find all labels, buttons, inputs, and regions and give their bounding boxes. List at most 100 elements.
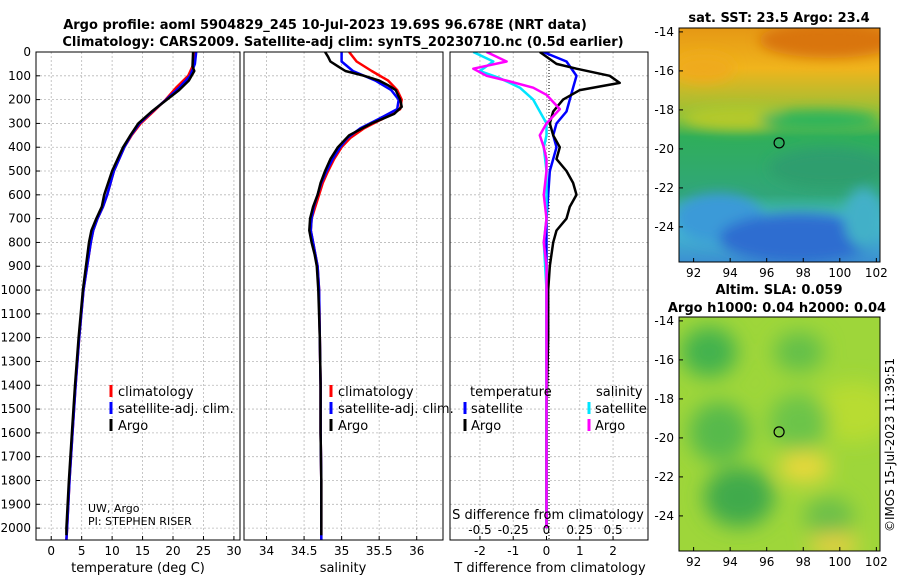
salinity-axis-label: salinity (320, 561, 367, 576)
difference-panel: temperature salinity satellite Argo sate… (449, 51, 649, 576)
depth-tick-label: 400 (8, 140, 31, 154)
sla-map-panel: Altim. SLA: 0.059 Argo h1000: 0.04 h2000… (654, 283, 887, 569)
depth-tick-label: 1500 (0, 402, 31, 416)
sla-low-patch-s (804, 497, 854, 537)
s-tick-label: -0.25 (498, 523, 529, 537)
pi-annotation: PI: STEPHEN RISER (88, 515, 192, 528)
sst-cool-patch (719, 213, 879, 262)
s-tick-label: 0.25 (566, 523, 593, 537)
t-difference-tick-labels: -2 -1 0 1 2 (474, 536, 617, 558)
sla-field (679, 317, 880, 551)
salinity-axes-frame (243, 51, 444, 541)
temperature-axis-label: temperature (deg C) (71, 561, 205, 576)
x-tick-label: 36 (409, 544, 424, 558)
difference-axes-frame (449, 51, 649, 541)
depth-tick-label: 1400 (0, 378, 31, 392)
series-line-t-satellite (542, 52, 578, 529)
sla-high-patch-e (814, 382, 880, 442)
imos-timestamp-label: ©IMOS 15-Jul-2023 11:39:51 (883, 358, 897, 532)
legend-climatology-label: climatology (118, 385, 194, 400)
salinity-tick-labels: 34 34.5 35 35.5 36 (259, 536, 424, 558)
map-x-tick-label: 92 (686, 555, 701, 569)
legend-s-argo-label: Argo (595, 419, 625, 434)
depth-tick-label: 1300 (0, 354, 31, 368)
series-line-t-argo (539, 52, 621, 529)
map-y-tick-label: -14 (654, 314, 674, 328)
depth-tick-label: 2000 (0, 521, 31, 535)
difference-legend: temperature salinity satellite Argo sate… (463, 385, 647, 434)
depth-tick-label: 0 (23, 45, 31, 59)
temperature-legend: climatology satellite-adj. clim. Argo (109, 385, 234, 434)
salinity-legend: climatology satellite-adj. clim. Argo (329, 385, 454, 434)
map-y-tick-label: -16 (654, 64, 674, 78)
sst-warm-patch (759, 28, 880, 58)
sla-low-patch-n (774, 332, 824, 372)
sla-map-title: Altim. SLA: 0.059 (716, 283, 843, 298)
temperature-panel: 0100200300400500600700800900100011001200… (0, 45, 241, 576)
x-tick-label: 10 (104, 544, 119, 558)
sla-map-frame (678, 316, 881, 552)
map-y-tick-label: -14 (654, 25, 674, 39)
x-tick-label: 1 (576, 544, 584, 558)
sla-marks: 92 94 96 98 100 102 -14 -16 -18 -20 -22 -24 (654, 314, 887, 569)
depth-tick-label: 1600 (0, 426, 31, 440)
s-tick-label: 0 (543, 523, 551, 537)
map-x-tick-label: 102 (865, 555, 888, 569)
sla-map-subtitle: Argo h1000: 0.04 h2000: 0.04 (668, 301, 886, 316)
legend-temperature-title: temperature (470, 385, 552, 400)
map-y-tick-label: -16 (654, 353, 674, 367)
temperature-grid (36, 51, 240, 540)
sal-legend-satellite-label: satellite-adj. clim. (338, 402, 454, 417)
depth-tick-label: 100 (8, 69, 31, 83)
x-tick-label: 5 (78, 544, 86, 558)
map-x-tick-label: 100 (828, 266, 851, 280)
sla-low-patch-nw (681, 327, 737, 377)
map-y-tick-label: -18 (654, 392, 674, 406)
salinity-panel: 34 34.5 35 35.5 36 salinity climatology sate… (243, 51, 454, 576)
x-tick-label: 15 (135, 544, 150, 558)
s-tick-label: 0.5 (604, 523, 623, 537)
depth-tick-label: 200 (8, 93, 31, 107)
sst-map-title: sat. SST: 23.5 Argo: 23.4 (688, 11, 869, 26)
s-difference-tick-labels: -0.5 -0.25 0 0.25 0.5 (468, 523, 622, 537)
x-tick-label: -1 (507, 544, 519, 558)
sst-map-frame (678, 27, 881, 263)
depth-tick-label: 700 (8, 212, 31, 226)
sla-high-patch-s (809, 533, 859, 551)
series-line-climatology (309, 52, 403, 540)
legend-argo-label: Argo (118, 419, 148, 434)
x-tick-label: 30 (226, 544, 241, 558)
sst-map-panel: sat. SST: 23.5 Argo: 23.4 92 94 96 98 100 102… (654, 11, 887, 280)
sst-warm-patch-west (679, 54, 734, 82)
s-tick-label: -0.5 (468, 523, 491, 537)
depth-tick-label: 1900 (0, 497, 31, 511)
series-line-satellite-adj-clim- (309, 52, 400, 540)
sla-yellow-patch (778, 451, 830, 483)
float-position-marker (773, 426, 785, 438)
legend-t-satellite-label: satellite (471, 402, 523, 417)
map-y-tick-label: -24 (654, 509, 674, 523)
sla-low-patch-sw (704, 467, 774, 527)
sst-patches (679, 28, 880, 262)
float-position-marker (773, 137, 785, 149)
map-x-tick-label: 96 (759, 555, 774, 569)
map-x-tick-label: 98 (796, 555, 811, 569)
temperature-tick-labels: 0 5 10 15 20 25 30 (47, 536, 242, 558)
x-tick-label: 0 (47, 544, 55, 558)
t-difference-axis-label: T difference from climatology (453, 561, 646, 576)
map-x-tick-label: 100 (828, 555, 851, 569)
depth-tick-label: 800 (8, 235, 31, 249)
depth-tick-label: 1000 (0, 283, 31, 297)
x-tick-label: 34.5 (291, 544, 318, 558)
map-y-tick-label: -18 (654, 103, 674, 117)
map-y-tick-label: -20 (654, 431, 674, 445)
map-x-tick-label: 96 (759, 266, 774, 280)
x-tick-label: -2 (474, 544, 486, 558)
series-line-s-argo (472, 52, 562, 529)
x-tick-label: 25 (196, 544, 211, 558)
legend-t-argo-label: Argo (471, 419, 501, 434)
depth-tick-label: 1800 (0, 473, 31, 487)
depth-tick-label: 600 (8, 188, 31, 202)
figure-title-line2: Climatology: CARS2009. Satellite-adj cli… (62, 35, 623, 50)
sst-marks: 92 94 96 98 100 102 -14 -16 -18 -20 -22 -24 (654, 25, 887, 280)
